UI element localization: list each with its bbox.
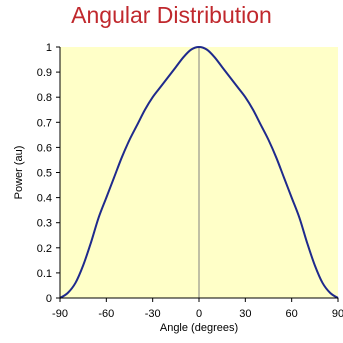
y-tick-label: 0.1 (37, 268, 52, 280)
series-line (59, 45, 339, 299)
y-tick-label: 0.9 (37, 67, 52, 79)
y-tick-label: 0.7 (37, 117, 52, 129)
x-tick-label: -60 (98, 308, 114, 320)
x-tick-label: -30 (145, 308, 161, 320)
y-tick-label: 0.5 (37, 168, 52, 180)
y-tick-label: 0.2 (37, 243, 52, 255)
y-tick-label: 0.8 (37, 92, 52, 104)
x-axis-ticks: -90 -60 -30 0 30 60 90 (52, 298, 343, 320)
x-tick-label: -90 (52, 308, 68, 320)
x-tick-label: 90 (332, 308, 343, 320)
x-tick-label: 30 (239, 308, 251, 320)
y-tick-label: 1 (46, 42, 52, 54)
y-tick-label: 0 (46, 293, 52, 305)
x-tick-label: 60 (286, 308, 298, 320)
y-axis-ticks: 0 0.1 0.2 0.3 0.4 0.5 0.6 0.7 0.8 0.9 1 (37, 42, 60, 305)
y-axis-label: Power (au) (13, 146, 25, 200)
y-tick-label: 0.4 (37, 193, 52, 205)
y-tick-label: 0.3 (37, 218, 52, 230)
x-tick-label: 0 (196, 308, 202, 320)
y-tick-label: 0.6 (37, 142, 52, 154)
chart-title: Angular Distribution (71, 2, 272, 28)
x-axis-label: Angle (degrees) (160, 322, 238, 334)
